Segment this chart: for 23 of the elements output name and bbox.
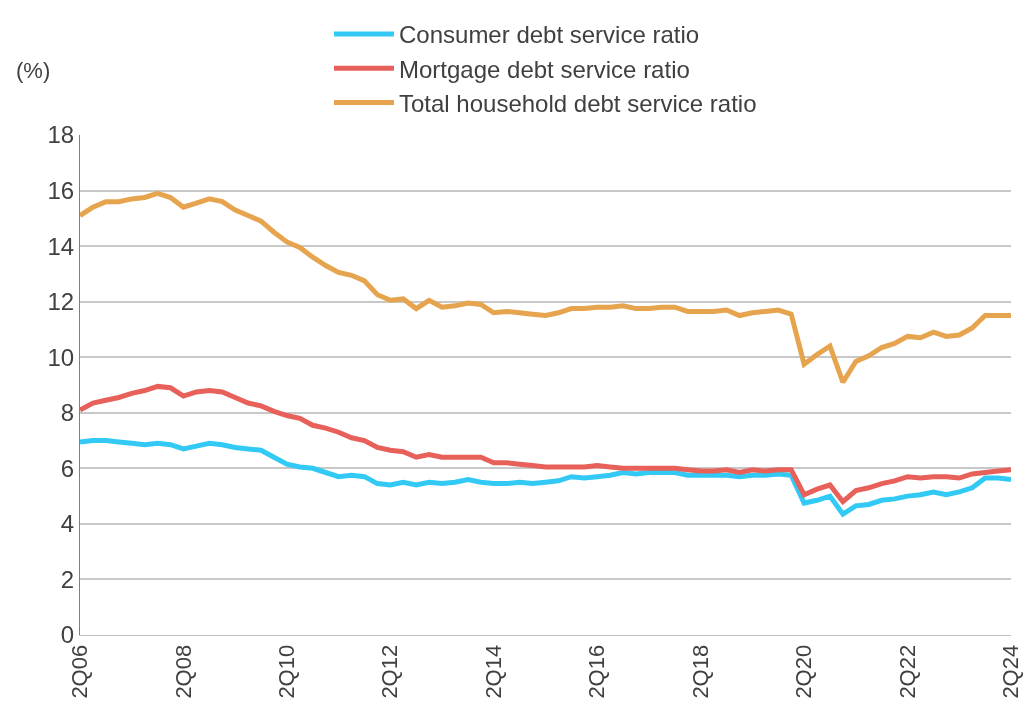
x-tick-label: 2Q12 — [377, 644, 403, 699]
y-tick-label: 4 — [60, 510, 75, 538]
legend-label: Total household debt service ratio — [399, 89, 757, 117]
x-tick-label: 2Q08 — [170, 644, 196, 699]
y-tick-label: 2 — [60, 565, 75, 593]
y-axis-title: (%) — [16, 58, 51, 83]
y-tick-label: 10 — [47, 343, 75, 371]
y-tick-label: 14 — [47, 232, 75, 260]
x-tick-label: 2Q20 — [791, 644, 817, 699]
x-tick-label: 2Q14 — [480, 644, 506, 699]
legend-label: Consumer debt service ratio — [399, 21, 700, 49]
x-tick-label: 2Q06 — [67, 644, 93, 699]
y-tick-label: 8 — [60, 399, 75, 427]
x-tick-label: 2Q16 — [584, 644, 610, 699]
x-tick-label: 2Q24 — [998, 644, 1024, 699]
x-tick-label: 2Q18 — [687, 644, 713, 699]
y-tick-label: 6 — [60, 454, 75, 482]
y-tick-label: 18 — [47, 121, 75, 149]
x-tick-label: 2Q22 — [894, 644, 920, 699]
y-tick-label: 12 — [47, 288, 75, 316]
legend-label: Mortgage debt service ratio — [399, 55, 690, 83]
x-tick-label: 2Q10 — [274, 644, 300, 699]
y-tick-label: 16 — [47, 176, 75, 204]
